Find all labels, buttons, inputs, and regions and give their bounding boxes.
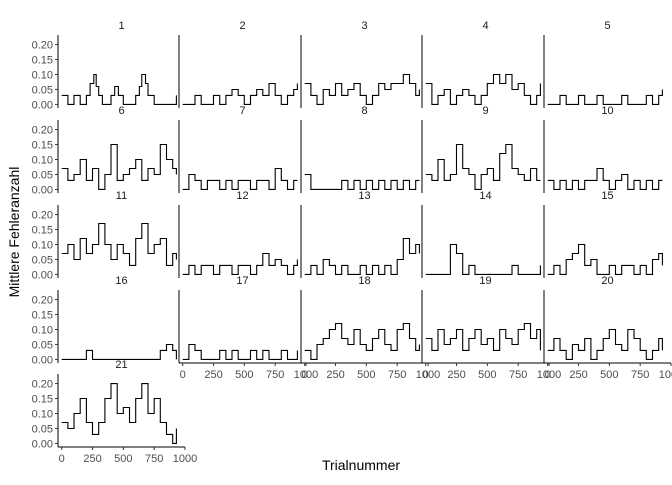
panel-19-x-tick-label: 500 <box>478 369 496 381</box>
panel-6-strip-label: 6 <box>118 105 124 117</box>
panel-12-strip-label: 12 <box>236 190 248 202</box>
panel-13-series-line <box>304 237 420 275</box>
panel-21-strip-label: 21 <box>115 359 127 371</box>
y-axis-title: Mittlere Fehleranzahl <box>6 167 22 298</box>
panel-9-strip-label: 9 <box>482 105 488 117</box>
panel-18-x-tick-label: 1000 <box>416 369 440 381</box>
panel-10-series-line <box>547 167 663 190</box>
panel-18-x-tick-label: 500 <box>357 369 375 381</box>
panel-7-strip-label: 7 <box>239 105 245 117</box>
panel-3-strip-label: 3 <box>361 20 367 32</box>
panel-19-strip-label: 19 <box>479 275 491 287</box>
panel-11-series-line <box>61 222 177 266</box>
panel-15-series-line <box>547 243 663 275</box>
panel-20-x-tick-label: 250 <box>569 369 587 381</box>
panel-4-series-line <box>425 73 541 105</box>
panel-19-series-line <box>425 322 541 351</box>
panel-5-strip-label: 5 <box>604 20 610 32</box>
panel-2-strip-label: 2 <box>239 20 245 32</box>
panel-19-x-tick-label: 1000 <box>537 369 561 381</box>
panel-21-y-tick-label: 0.10 <box>32 408 53 420</box>
panel-16-y-tick-label: 0.15 <box>32 310 53 322</box>
panel-21-y-tick-label: 0.00 <box>32 438 53 450</box>
panel-20-x-tick-label: 1000 <box>659 369 672 381</box>
panel-10-strip-label: 10 <box>601 105 613 117</box>
panel-6-series-line <box>61 143 177 190</box>
panel-8-series-line <box>304 173 420 190</box>
panel-1-y-tick-label: 0.10 <box>32 69 53 81</box>
panel-11-y-tick-label: 0.15 <box>32 225 53 237</box>
panel-16-y-tick-label: 0.00 <box>32 354 53 366</box>
panel-17-x-tick-label: 0 <box>180 369 186 381</box>
panel-21-x-tick-label: 750 <box>145 453 163 465</box>
panel-19-x-tick-label: 750 <box>509 369 527 381</box>
panel-21-x-tick-label: 500 <box>114 453 132 465</box>
panel-21-x-tick-label: 1000 <box>173 453 197 465</box>
panel-12-series-line <box>182 252 298 275</box>
panel-11-y-tick-label: 0.20 <box>32 210 53 222</box>
panel-19-x-tick-label: 0 <box>423 369 429 381</box>
panel-7-series-line <box>182 167 298 190</box>
panel-6-y-tick-label: 0.05 <box>32 169 53 181</box>
panel-17-x-tick-label: 500 <box>235 369 253 381</box>
panel-4-strip-label: 4 <box>482 20 488 32</box>
panel-8-strip-label: 8 <box>361 105 367 117</box>
panel-6-y-tick-label: 0.00 <box>32 184 53 196</box>
panel-16-y-tick-label: 0.05 <box>32 339 53 351</box>
panel-21-series-line <box>61 383 177 444</box>
panel-6-y-tick-label: 0.20 <box>32 125 53 137</box>
panel-20-x-tick-label: 750 <box>631 369 649 381</box>
panel-9-series-line <box>425 143 541 190</box>
panel-1-y-tick-label: 0.15 <box>32 55 53 67</box>
panel-21-y-tick-label: 0.20 <box>32 379 53 391</box>
panel-21-y-tick-label: 0.05 <box>32 423 53 435</box>
panel-16-series-line <box>61 343 177 360</box>
panel-20-x-tick-label: 0 <box>545 369 551 381</box>
panel-13-strip-label: 13 <box>358 190 370 202</box>
panel-21-y-tick-label: 0.15 <box>32 394 53 406</box>
panel-1-y-tick-label: 0.00 <box>32 99 53 111</box>
panel-17-x-tick-label: 750 <box>266 369 284 381</box>
panel-16-y-tick-label: 0.10 <box>32 324 53 336</box>
panel-1-y-tick-label: 0.05 <box>32 84 53 96</box>
panel-17-series-line <box>182 343 298 360</box>
panel-11-y-tick-label: 0.10 <box>32 239 53 251</box>
panel-1-y-tick-label: 0.20 <box>32 40 53 52</box>
panel-17-strip-label: 17 <box>236 275 248 287</box>
panel-20-series-line <box>547 328 663 360</box>
panel-6-y-tick-label: 0.10 <box>32 154 53 166</box>
panel-15-strip-label: 15 <box>601 190 613 202</box>
panel-14-strip-label: 14 <box>479 190 491 202</box>
panel-18-x-tick-label: 250 <box>326 369 344 381</box>
panel-5-series-line <box>547 89 663 105</box>
panel-21-x-tick-label: 250 <box>83 453 101 465</box>
panel-11-y-tick-label: 0.00 <box>32 269 53 281</box>
panel-14-series-line <box>425 243 541 275</box>
panel-18-series-line <box>304 322 420 360</box>
panel-6-y-tick-label: 0.15 <box>32 140 53 152</box>
panel-16-strip-label: 16 <box>115 275 127 287</box>
panel-17-x-tick-label: 250 <box>204 369 222 381</box>
panel-2-series-line <box>182 82 298 105</box>
panel-18-x-tick-label: 0 <box>302 369 308 381</box>
panel-11-strip-label: 11 <box>116 190 127 202</box>
panel-17-x-tick-label: 1000 <box>294 369 318 381</box>
panel-20-strip-label: 20 <box>601 275 613 287</box>
panel-19-x-tick-label: 250 <box>447 369 465 381</box>
panel-18-strip-label: 18 <box>358 275 370 287</box>
panel-1-strip-label: 1 <box>118 20 124 32</box>
panel-11-y-tick-label: 0.05 <box>32 254 53 266</box>
panel-3-series-line <box>304 73 420 105</box>
panel-18-x-tick-label: 750 <box>388 369 406 381</box>
panel-1-series-line <box>61 73 177 105</box>
x-axis-title: Trialnummer <box>322 457 400 473</box>
panel-20-x-tick-label: 500 <box>600 369 618 381</box>
panel-21-x-tick-label: 0 <box>59 453 65 465</box>
panel-16-y-tick-label: 0.20 <box>32 295 53 307</box>
